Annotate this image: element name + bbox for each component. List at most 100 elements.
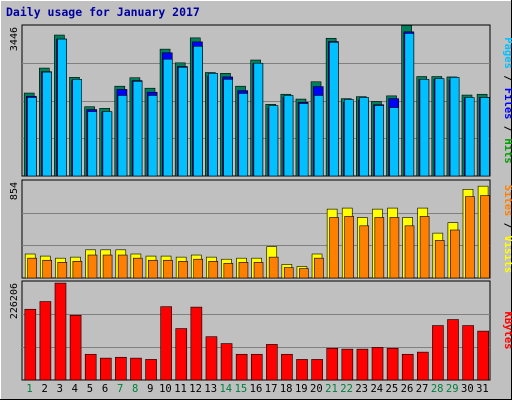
bar-kbytes (432, 325, 444, 381)
bar-kbytes (99, 357, 112, 381)
bar-kbytes (326, 347, 339, 381)
bar-pages (374, 105, 384, 177)
bar-sites (344, 216, 354, 279)
bar-kbytes (311, 359, 323, 381)
bar-kbytes (130, 357, 142, 381)
bar-sites (178, 261, 188, 279)
bar-pages (434, 78, 445, 177)
x-tick-label: 25 (386, 383, 399, 395)
bar-kbytes (54, 282, 67, 381)
bar-pages (238, 93, 249, 177)
x-tick-label: 5 (87, 383, 93, 395)
bar-sites (57, 262, 68, 279)
bar-pages (223, 79, 233, 177)
x-tick-label: 14 (219, 383, 232, 395)
bar-sites (193, 258, 203, 279)
bar-pages (178, 66, 188, 177)
bar-sites (480, 195, 490, 279)
bar-pages (480, 97, 490, 177)
bar-pages (162, 58, 173, 177)
bar-pages (359, 97, 369, 177)
bar-kbytes (386, 347, 399, 381)
bar-sites (419, 216, 430, 279)
bar-sites (132, 257, 143, 279)
x-tick-label: 24 (370, 383, 383, 395)
bar-pages (27, 97, 37, 177)
bar-kbytes (401, 353, 414, 381)
bar-sites (299, 268, 309, 279)
bar-sites (434, 240, 445, 279)
bar-pages (253, 62, 264, 177)
bar-pages (117, 95, 128, 177)
bar-pages (208, 73, 218, 177)
bar-kbytes (190, 306, 203, 381)
bar-kbytes (371, 347, 384, 381)
bar-sites (404, 225, 415, 279)
bar-sites (314, 257, 324, 279)
bar-kbytes (341, 348, 354, 381)
x-tick-label: 23 (355, 383, 368, 395)
bar-pages (87, 111, 98, 177)
bar-pages (193, 46, 203, 177)
bar-kbytes (24, 308, 37, 381)
bar-kbytes (447, 319, 459, 381)
bar-kbytes (250, 353, 263, 381)
bar-sites (238, 262, 249, 279)
bar-sites (268, 256, 279, 279)
bar-sites (253, 262, 264, 279)
bar-pages (102, 111, 113, 177)
x-tick-label: 2 (41, 383, 47, 395)
bar-kbytes (160, 306, 172, 381)
x-tick-label: 4 (72, 383, 78, 395)
bar-kbytes (39, 301, 52, 381)
x-tick-label: 15 (235, 383, 248, 395)
max-label: 854 (9, 182, 20, 200)
bar-pages (283, 95, 294, 177)
bar-sites (102, 254, 113, 279)
legend-kbytes: KBytes (502, 312, 512, 350)
bar-sites (148, 259, 158, 279)
bar-sites (87, 254, 98, 279)
bar-kbytes (115, 356, 127, 381)
legend-entry: / (502, 69, 512, 88)
panel-kbytes: 226206 KBytes (9, 280, 512, 381)
bar-kbytes (462, 325, 474, 381)
bar-kbytes (266, 344, 278, 381)
bar-sites (42, 259, 52, 279)
bar-sites (27, 257, 37, 279)
bar-sites (465, 196, 475, 279)
x-tick-label: 3 (57, 383, 63, 395)
bar-pages (329, 42, 339, 177)
x-tick-label: 18 (280, 383, 293, 395)
legend-entry: Hits (502, 138, 512, 163)
bar-pages (132, 81, 143, 177)
bar-pages (313, 95, 324, 177)
bar-kbytes (356, 348, 369, 381)
bar-pages (147, 95, 158, 177)
x-tick-label: 1 (26, 383, 32, 395)
x-tick-label: 30 (461, 383, 474, 395)
bar-kbytes (281, 353, 293, 381)
x-tick-label: 7 (117, 383, 123, 395)
x-tick-label: 16 (250, 383, 263, 395)
bar-sites (283, 267, 294, 279)
x-tick-label: 8 (132, 383, 138, 395)
legend-entry: Sites (502, 185, 512, 217)
x-tick-label: 28 (431, 383, 444, 395)
bar-kbytes (296, 359, 308, 381)
bar-pages (72, 79, 82, 177)
x-tick-label: 22 (340, 383, 353, 395)
legend-entry: KBytes (502, 312, 512, 350)
bar-sites (163, 259, 173, 279)
bar-kbytes (235, 353, 248, 381)
bar-pages (268, 105, 279, 177)
bar-kbytes (145, 359, 157, 381)
bar-pages (464, 97, 475, 177)
legend-entry: Pages (502, 37, 512, 69)
panel-visits: 854 Sites / Visits (9, 179, 512, 279)
x-tick-label: 19 (295, 383, 308, 395)
bar-kbytes (220, 343, 233, 381)
x-tick-label: 9 (147, 383, 153, 395)
x-tick-label: 17 (265, 383, 278, 395)
